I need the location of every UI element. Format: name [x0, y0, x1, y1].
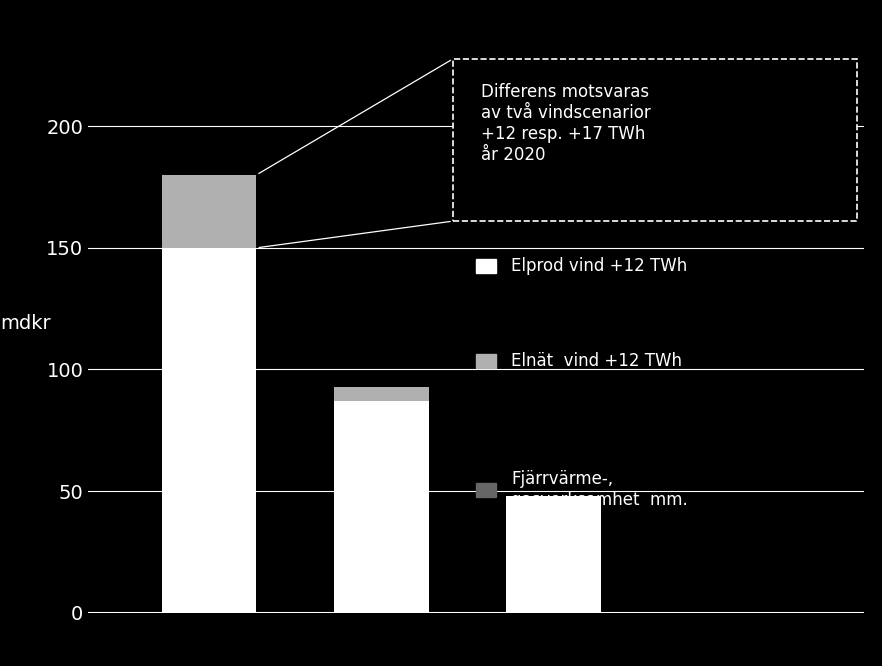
Text: Differens motsvaras
av två vindscenarior
+12 resp. +17 TWh
år 2020: Differens motsvaras av två vindscenarior…	[482, 83, 651, 164]
Bar	[161, 175, 257, 248]
FancyBboxPatch shape	[476, 354, 496, 368]
FancyBboxPatch shape	[476, 259, 496, 273]
FancyBboxPatch shape	[453, 59, 856, 221]
Text: Fjärrvärme-,
gasverksamhet  mm.: Fjärrvärme-, gasverksamhet mm.	[512, 470, 688, 509]
Text: Elnät  vind +12 TWh: Elnät vind +12 TWh	[512, 352, 682, 370]
Text: Elprod vind +12 TWh: Elprod vind +12 TWh	[512, 257, 687, 275]
Y-axis label: mdkr: mdkr	[0, 314, 50, 333]
Bar	[506, 496, 602, 613]
Bar	[334, 401, 429, 613]
FancyBboxPatch shape	[476, 483, 496, 497]
Bar	[161, 248, 257, 613]
Bar	[334, 386, 429, 401]
